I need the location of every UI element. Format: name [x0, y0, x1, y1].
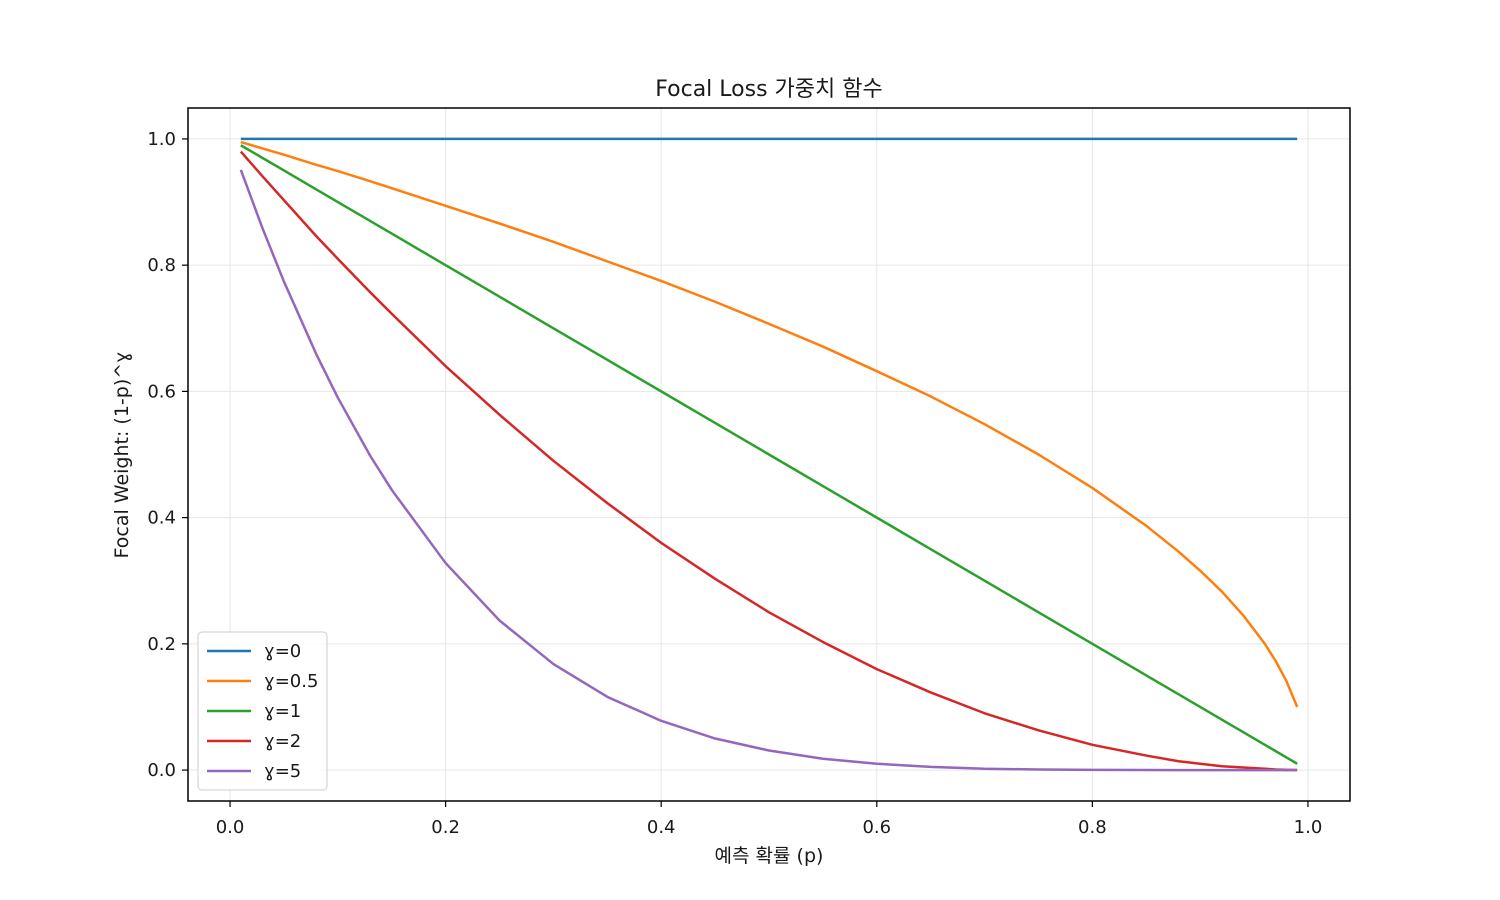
y-tick-label: 0.2 [147, 634, 176, 655]
series-line-4 [239, 169, 1298, 772]
x-tick-label: 1.0 [1294, 817, 1323, 838]
legend-label: ɣ=1 [264, 701, 301, 722]
y-axis-label: Focal Weight: (1-p)^ɣ [111, 352, 133, 559]
legend-label: ɣ=0 [264, 641, 301, 662]
y-tick-label: 0.8 [147, 255, 176, 276]
x-tick-label: 0.4 [647, 817, 676, 838]
y-tick-label: 1.0 [147, 129, 176, 150]
x-tick-label: 0.8 [1078, 817, 1107, 838]
plot-area-frame [187, 107, 1351, 802]
x-tick-label: 0.2 [431, 817, 460, 838]
chart-title: Focal Loss 가중치 함수 [655, 77, 882, 102]
x-tick-label: 0.0 [216, 817, 245, 838]
axis-ticks: 0.0 0.2 0.4 0.6 0.8 1.0 0.0 0.2 0.4 0.6 0.8 1.0 [147, 129, 1322, 838]
series-lines [239, 137, 1299, 772]
legend-label: ɣ=2 [264, 731, 301, 752]
series-line-2 [240, 144, 1298, 765]
x-tick-label: 0.6 [862, 817, 891, 838]
legend-label: ɣ=0.5 [264, 671, 318, 692]
y-tick-label: 0.6 [147, 381, 176, 402]
legend-box [197, 631, 328, 791]
series-line-1 [240, 140, 1299, 708]
x-axis-label: 예측 확률 (p) [715, 845, 824, 867]
y-tick-label: 0.0 [147, 760, 176, 781]
legend: ɣ=0 ɣ=0.5 ɣ=1 ɣ=2 ɣ=5 [197, 631, 328, 791]
series-line-3 [239, 150, 1298, 772]
y-tick-label: 0.4 [147, 508, 176, 529]
legend-label: ɣ=5 [264, 761, 301, 782]
